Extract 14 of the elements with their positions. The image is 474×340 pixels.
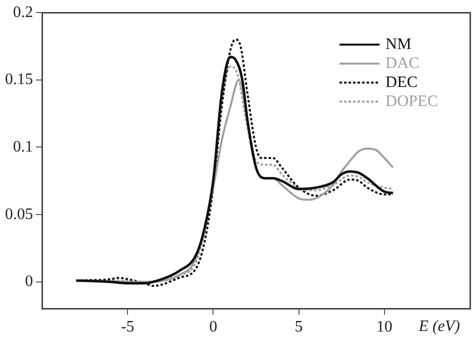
y-tick-label: 0.1	[13, 138, 33, 156]
legend-label: DOPEC	[386, 92, 438, 110]
x-tick-label: 0	[209, 318, 218, 336]
legend-label: NM	[386, 36, 412, 53]
x-tick-label: -5	[120, 318, 134, 336]
x-tick-label: 5	[294, 318, 303, 336]
y-tick-label: 0.15	[5, 71, 33, 88]
x-tick-label: 10	[376, 318, 392, 336]
y-tick-label: 0	[25, 273, 33, 290]
y-tick-label: 0.2	[13, 4, 33, 21]
y-tick-label: 0.05	[5, 206, 33, 223]
legend-label: DEC	[386, 74, 418, 91]
legend-label: DAC	[386, 54, 420, 72]
x-axis-title: E (eV)	[418, 318, 460, 336]
